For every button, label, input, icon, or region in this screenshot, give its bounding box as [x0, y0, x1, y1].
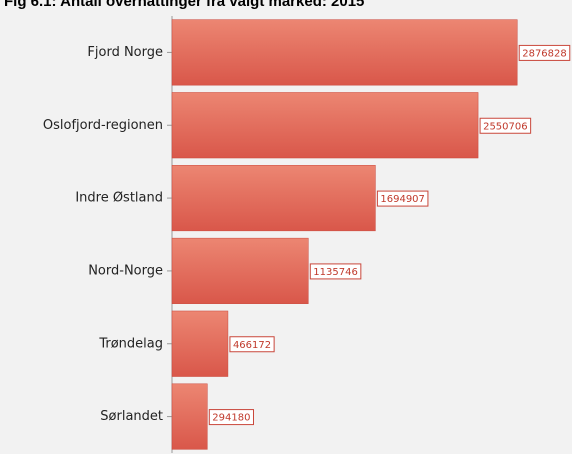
data-label: 2550706 [483, 121, 528, 132]
bar [171, 383, 208, 450]
data-label: 1694907 [380, 194, 425, 205]
bar [171, 19, 518, 86]
data-label-box [376, 190, 429, 207]
data-label-box [479, 117, 532, 134]
y-tick-label: Fjord Norge [87, 45, 163, 60]
data-label: 2876828 [522, 48, 567, 59]
bar [171, 92, 479, 159]
bar [171, 165, 376, 232]
data-label-box [229, 336, 275, 353]
data-label: 294180 [212, 413, 250, 424]
chart-title: Fig 6.1: Antall overnattinger fra valgt … [4, 0, 364, 10]
data-label: 466172 [233, 340, 271, 351]
y-tick-label: Trøndelag [98, 336, 163, 351]
data-label-box [309, 263, 362, 280]
y-tick-label: Indre Østland [75, 191, 163, 206]
y-tick-label: Sørlandet [100, 409, 163, 424]
bar [171, 237, 309, 304]
data-label-box [518, 44, 571, 61]
bar [171, 310, 229, 377]
data-label-box [208, 409, 254, 426]
data-label: 1135746 [313, 267, 358, 278]
y-tick-label: Nord-Norge [88, 263, 163, 278]
y-tick-label: Oslofjord-regionen [43, 118, 163, 133]
